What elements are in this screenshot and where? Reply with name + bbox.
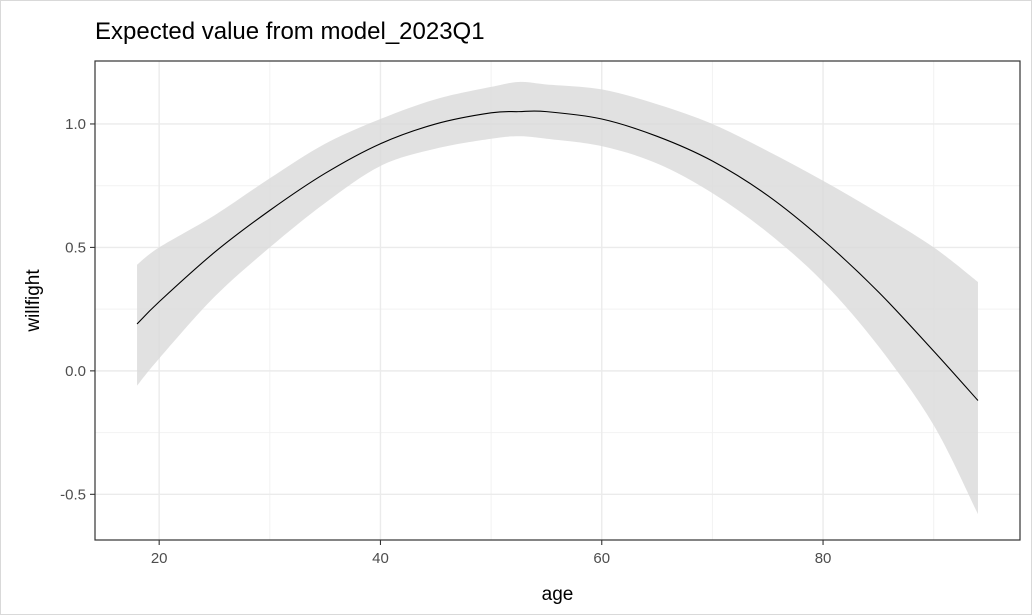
x-tick-label: 60: [593, 550, 610, 567]
x-tick-label: 20: [151, 550, 168, 567]
x-axis-title: age: [542, 584, 574, 605]
y-tick-label: -0.5: [60, 486, 86, 503]
y-axis-title: willfight: [23, 269, 44, 333]
y-tick-label: 0.0: [65, 363, 86, 380]
panel-border: [94, 60, 1021, 541]
y-tick-label: 1.0: [65, 116, 86, 133]
confidence-ribbon-layer: [137, 81, 978, 515]
y-tick-label: 0.5: [65, 239, 86, 256]
y-axis: -0.5 0.0 0.5 1.0: [60, 116, 95, 503]
x-tick-label: 80: [815, 550, 832, 567]
fitted-line-layer: [136, 110, 979, 401]
x-axis: 20 40 60 80: [151, 540, 832, 567]
fitted-line: [136, 110, 979, 401]
x-tick-label: 40: [372, 550, 389, 567]
chart-title: Expected value from model_2023Q1: [95, 18, 485, 45]
confidence-ribbon: [137, 81, 978, 515]
